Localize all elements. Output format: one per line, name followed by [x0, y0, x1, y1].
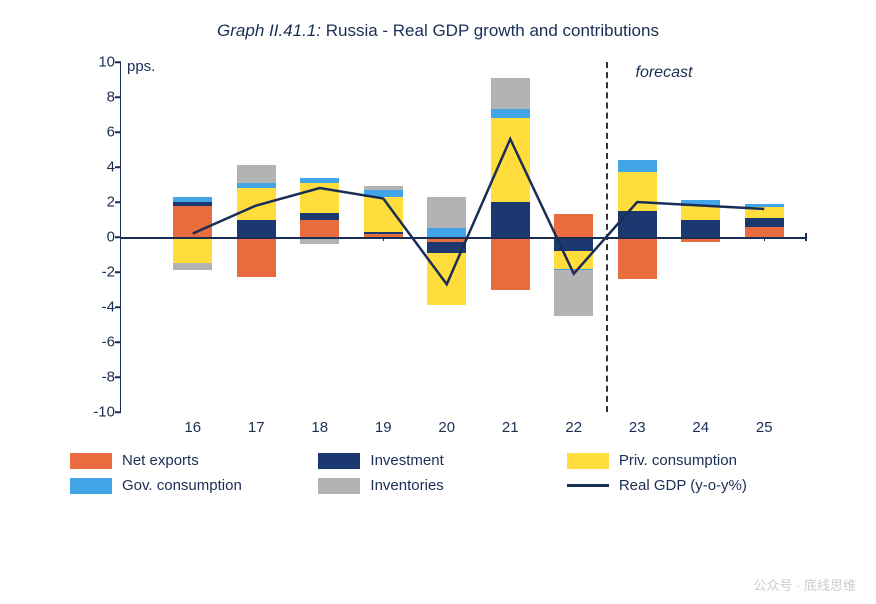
legend-label: Gov. consumption — [122, 477, 242, 494]
y-tick-label: -4 — [79, 299, 115, 316]
bar-investment — [427, 242, 466, 253]
swatch-inventories — [318, 478, 360, 494]
bar-priv_cons — [364, 197, 403, 232]
x-tick-label: 18 — [311, 419, 328, 436]
bar-gov_cons — [618, 160, 657, 172]
legend-item-investment: Investment — [318, 452, 566, 469]
bar-gov_cons — [364, 190, 403, 197]
bar-gov_cons — [491, 109, 530, 118]
bar-inventories — [173, 263, 212, 270]
y-tick-label: -6 — [79, 334, 115, 351]
title-prefix: Graph II.41.1: — [217, 21, 321, 40]
x-tick-label: 17 — [248, 419, 265, 436]
bar-gov_cons — [745, 204, 784, 208]
legend-item-inventories: Inventories — [318, 477, 566, 494]
chart-title: Graph II.41.1: Russia - Real GDP growth … — [0, 20, 876, 42]
bar-priv_cons — [237, 188, 276, 220]
bar-gov_cons — [681, 200, 720, 205]
x-tick-label: 16 — [184, 419, 201, 436]
legend-label: Priv. consumption — [619, 452, 737, 469]
bar-priv_cons — [618, 172, 657, 211]
bar-priv_cons — [300, 183, 339, 213]
y-tick-label: -10 — [79, 404, 115, 421]
x-tick-label: 22 — [565, 419, 582, 436]
bar-net_exports — [173, 206, 212, 238]
zero-axis — [121, 237, 806, 239]
forecast-label: forecast — [636, 64, 693, 82]
bar-net_exports — [745, 227, 784, 238]
pps-label: pps. — [127, 58, 155, 75]
x-tick-label: 21 — [502, 419, 519, 436]
bar-net_exports — [237, 237, 276, 277]
title-main: Russia - Real GDP growth and contributio… — [321, 21, 659, 40]
bar-gov_cons — [173, 197, 212, 202]
bar-priv_cons — [173, 237, 212, 263]
x-tick-label: 25 — [756, 419, 773, 436]
swatch-net-exports — [70, 453, 112, 469]
y-tick-label: -8 — [79, 369, 115, 386]
x-tick-label: 19 — [375, 419, 392, 436]
bar-investment — [745, 218, 784, 227]
bar-investment — [173, 202, 212, 206]
bar-net_exports — [300, 220, 339, 238]
legend: Net exports Investment Priv. consumption… — [70, 452, 816, 494]
bar-inventories — [237, 165, 276, 183]
plot-region: pps. forecast -10-8-6-4-2024681016171819… — [120, 62, 806, 412]
y-tick-label: -2 — [79, 264, 115, 281]
bar-gov_cons — [427, 228, 466, 237]
swatch-priv-cons — [567, 453, 609, 469]
bar-inventories — [427, 197, 466, 229]
bar-gov_cons — [300, 178, 339, 183]
y-tick-label: 4 — [79, 159, 115, 176]
bar-priv_cons — [491, 118, 530, 202]
bar-investment — [491, 202, 530, 237]
legend-item-priv-cons: Priv. consumption — [567, 452, 815, 469]
bar-priv_cons — [554, 251, 593, 269]
bar-investment — [681, 220, 720, 238]
y-tick-label: 6 — [79, 124, 115, 141]
legend-item-gov-cons: Gov. consumption — [70, 477, 318, 494]
bar-priv_cons — [745, 207, 784, 218]
bar-inventories — [364, 186, 403, 190]
legend-item-real-gdp: Real GDP (y-o-y%) — [567, 477, 815, 494]
legend-label: Net exports — [122, 452, 199, 469]
bar-priv_cons — [427, 253, 466, 306]
bar-investment — [237, 220, 276, 238]
bar-investment — [300, 213, 339, 220]
x-tick-label: 20 — [438, 419, 455, 436]
y-tick-label: 2 — [79, 194, 115, 211]
x-tick-label: 23 — [629, 419, 646, 436]
legend-label: Investment — [370, 452, 443, 469]
bar-net_exports — [618, 237, 657, 279]
y-tick-label: 0 — [79, 229, 115, 246]
swatch-gov-cons — [70, 478, 112, 494]
swatch-investment — [318, 453, 360, 469]
legend-label: Real GDP (y-o-y%) — [619, 477, 747, 494]
bar-investment — [554, 237, 593, 251]
bar-inventories — [491, 78, 530, 110]
bar-investment — [618, 211, 657, 237]
chart-area: pps. forecast -10-8-6-4-2024681016171819… — [60, 52, 816, 442]
swatch-real-gdp — [567, 484, 609, 487]
x-tick-label: 24 — [692, 419, 709, 436]
legend-label: Inventories — [370, 477, 443, 494]
bar-net_exports — [491, 237, 530, 290]
bar-net_exports — [554, 214, 593, 237]
bar-gov_cons — [237, 183, 276, 188]
bar-investment — [364, 232, 403, 234]
bar-inventories — [554, 270, 593, 316]
y-tick-label: 10 — [79, 54, 115, 71]
watermark: 公众号 · 底线思维 — [753, 575, 856, 594]
y-tick-label: 8 — [79, 89, 115, 106]
bar-priv_cons — [681, 206, 720, 220]
legend-item-net-exports: Net exports — [70, 452, 318, 469]
